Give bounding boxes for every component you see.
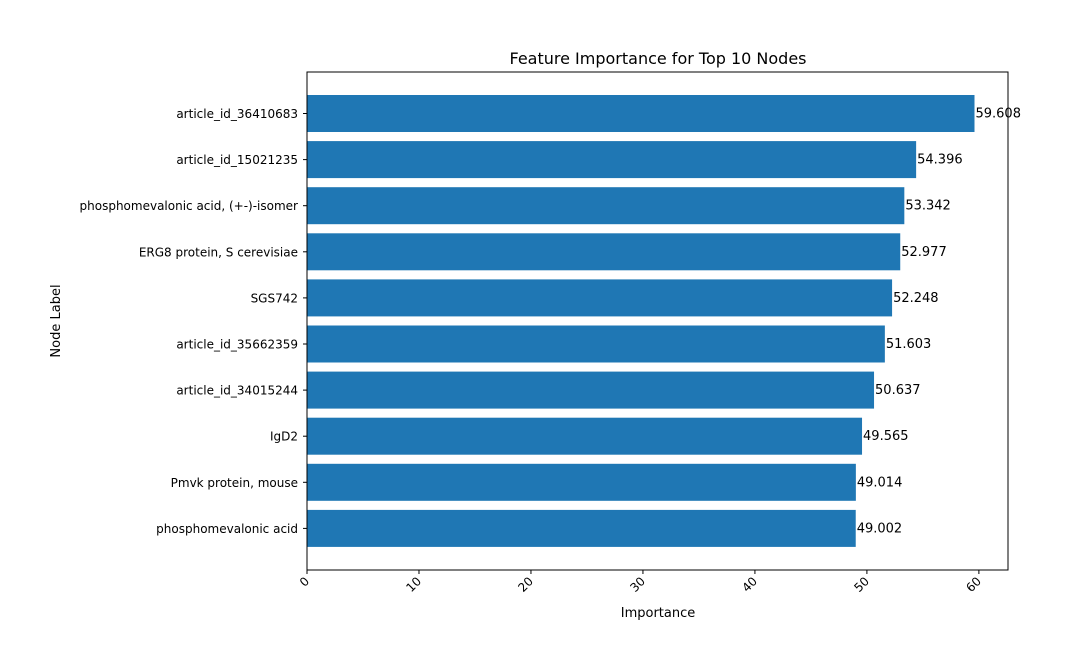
x-tick-label: 30 [627,574,648,595]
data-label: 49.002 [857,521,903,536]
data-label: 59.608 [975,107,1021,122]
y-tick-label: article_id_34015244 [176,384,298,398]
bar [307,187,905,225]
data-label: 54.396 [917,153,963,168]
chart-title: Feature Importance for Top 10 Nodes [509,49,806,68]
data-label: 51.603 [886,337,932,352]
y-tick-label: article_id_35662359 [176,338,298,352]
y-tick-label: SGS742 [251,291,298,305]
y-tick-label: phosphomevalonic acid, (+-)-isomer [80,199,299,213]
x-tick-label: 20 [515,574,536,595]
data-label: 52.248 [893,291,939,306]
bar [307,417,863,455]
x-tick-label: 10 [403,574,424,595]
bar [307,95,975,132]
bar [307,509,856,547]
bar [307,463,856,501]
plot-frame [306,71,1009,571]
x-tick-label: 50 [851,574,872,595]
y-axis-label: Node Label [49,284,64,357]
bar [307,233,901,271]
data-label: 49.565 [863,429,909,444]
y-tick-label: article_id_36410683 [176,107,298,121]
x-tick-label: 60 [963,574,984,595]
bar [307,141,917,179]
bar [307,325,885,363]
bar [307,279,893,317]
y-tick-label: Pmvk protein, mouse [171,476,298,490]
x-tick-label: 0 [297,574,312,589]
x-tick-label: 40 [739,574,760,595]
y-tick-label: ERG8 protein, S cerevisiae [139,245,298,259]
x-axis-label: Importance [621,606,696,621]
y-tick-label: phosphomevalonic acid [156,522,298,536]
bar [307,371,875,409]
data-label: 50.637 [875,383,921,398]
data-label: 49.014 [857,475,903,490]
y-tick-label: IgD2 [270,430,298,444]
data-label: 52.977 [901,245,947,260]
y-tick-label: article_id_15021235 [176,153,298,167]
data-label: 53.342 [905,199,951,214]
plot-area: article_id_36410683 59.608 article_id_1502… [80,71,1021,595]
